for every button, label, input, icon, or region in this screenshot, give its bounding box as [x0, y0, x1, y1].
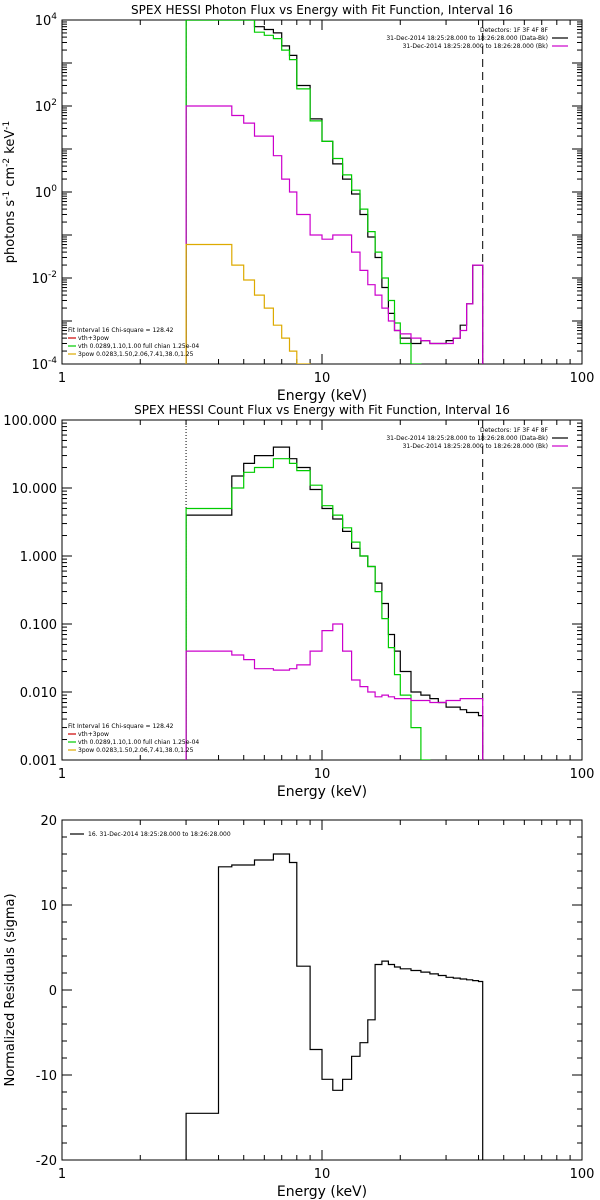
y-axis-label: Normalized Residuals (sigma): [3, 893, 18, 1086]
legend-entry: 31-Dec-2014 18:25:28.000 to 18:26:28.000…: [403, 43, 548, 50]
x-axis-label: Energy (keV): [277, 784, 367, 800]
y-tick-label: 20: [40, 814, 57, 829]
chart-panel-2: 1 10 100 0.001 0.010 0.100 1.000 10.000 100.000 S…: [3, 403, 595, 800]
series-vth-3pow: [185, 20, 484, 364]
plot-frame: [61, 419, 583, 761]
plot-frame: [61, 819, 583, 1161]
x-axis-label: Energy (keV): [277, 388, 367, 404]
y-axis-label: photons s-1 cm-2 keV-1: [2, 121, 18, 263]
legend-entry: 31-Dec-2014 18:25:28.000 to 18:26:28.000…: [386, 35, 548, 42]
legend-entry: Fit Interval 16 Chi-square = 128.42: [68, 723, 174, 730]
series-3pow: [185, 243, 484, 364]
x-tick-label: 100: [570, 371, 595, 386]
y-tick-label: 0.100: [20, 618, 57, 633]
x-tick-label: 10: [314, 767, 331, 782]
y-tick-label: 10-2: [31, 270, 57, 287]
series-16: [185, 853, 484, 1160]
plot-frame: [61, 19, 583, 365]
y-tick-label: 0.001: [20, 754, 57, 769]
x-tick-label: 1: [58, 1167, 66, 1182]
y-tick-label: 1.000: [20, 550, 57, 565]
chart-title: SPEX HESSI Count Flux vs Energy with Fit…: [134, 403, 510, 417]
series-bk: [185, 105, 484, 364]
x-tick-label: 100: [570, 767, 595, 782]
x-tick-label: 1: [58, 371, 66, 386]
legend-entry: Detectors: 1F 3F 4F 8F: [480, 427, 549, 434]
y-tick-label: 102: [35, 98, 57, 115]
y-tick-label: 104: [35, 12, 58, 29]
y-tick-label: 10-4: [31, 356, 57, 373]
legend-entry: 3pow 0.0283,1.50,2.06,7.41,38.0,1.25: [78, 747, 194, 754]
y-tick-label: 10.000: [12, 482, 58, 497]
y-tick-label: 0.010: [20, 686, 57, 701]
y-tick-label: 0: [49, 984, 57, 999]
y-tick-label: 100.000: [3, 414, 57, 429]
legend-entry: vth+3pow: [78, 335, 109, 342]
y-tick-label: -10: [36, 1069, 57, 1084]
series-data-bk: [185, 446, 484, 760]
chart-panel-3: 1 10 100 -20 -10 0 10 20 Energy (keV) Normalized …: [3, 814, 594, 1200]
legend-entry: vth 0.0289,1.10,1.00 full chian 1.25e-04: [78, 343, 199, 350]
legend-entry: 16. 31-Dec-2014 18:25:28.000 to 18:26:28…: [88, 831, 231, 838]
series-data-bk: [185, 20, 484, 364]
legend-entry: vth 0.0289,1.10,1.00 full chian 1.25e-04: [78, 739, 199, 746]
legend-entry: 3pow 0.0283,1.50,2.06,7.41,38.0,1.25: [78, 351, 194, 358]
chart-title: SPEX HESSI Photon Flux vs Energy with Fi…: [131, 3, 513, 17]
series-vth-3pow: [185, 458, 484, 760]
legend-entry: vth+3pow: [78, 731, 109, 738]
x-axis-label: Energy (keV): [277, 1184, 367, 1200]
y-tick-label: 10: [40, 899, 57, 914]
y-tick-label: 100: [35, 184, 58, 201]
x-tick-label: 1: [58, 767, 66, 782]
chart-panel-1: 1 10 100 10-4 10-2 100 102 104 SPEX HESSI Photon…: [2, 3, 595, 404]
legend-entry: Fit Interval 16 Chi-square = 128.42: [68, 327, 174, 334]
x-tick-label: 10: [314, 371, 331, 386]
y-tick-label: -20: [36, 1154, 57, 1169]
series-bk: [185, 623, 484, 760]
x-tick-label: 100: [570, 1167, 595, 1182]
legend-entry: 31-Dec-2014 18:25:28.000 to 18:26:28.000…: [386, 435, 548, 442]
x-tick-label: 10: [314, 1167, 331, 1182]
legend-entry: Detectors: 1F 3F 4F 8F: [480, 27, 549, 34]
legend-entry: 31-Dec-2014 18:25:28.000 to 18:26:28.000…: [403, 443, 548, 450]
